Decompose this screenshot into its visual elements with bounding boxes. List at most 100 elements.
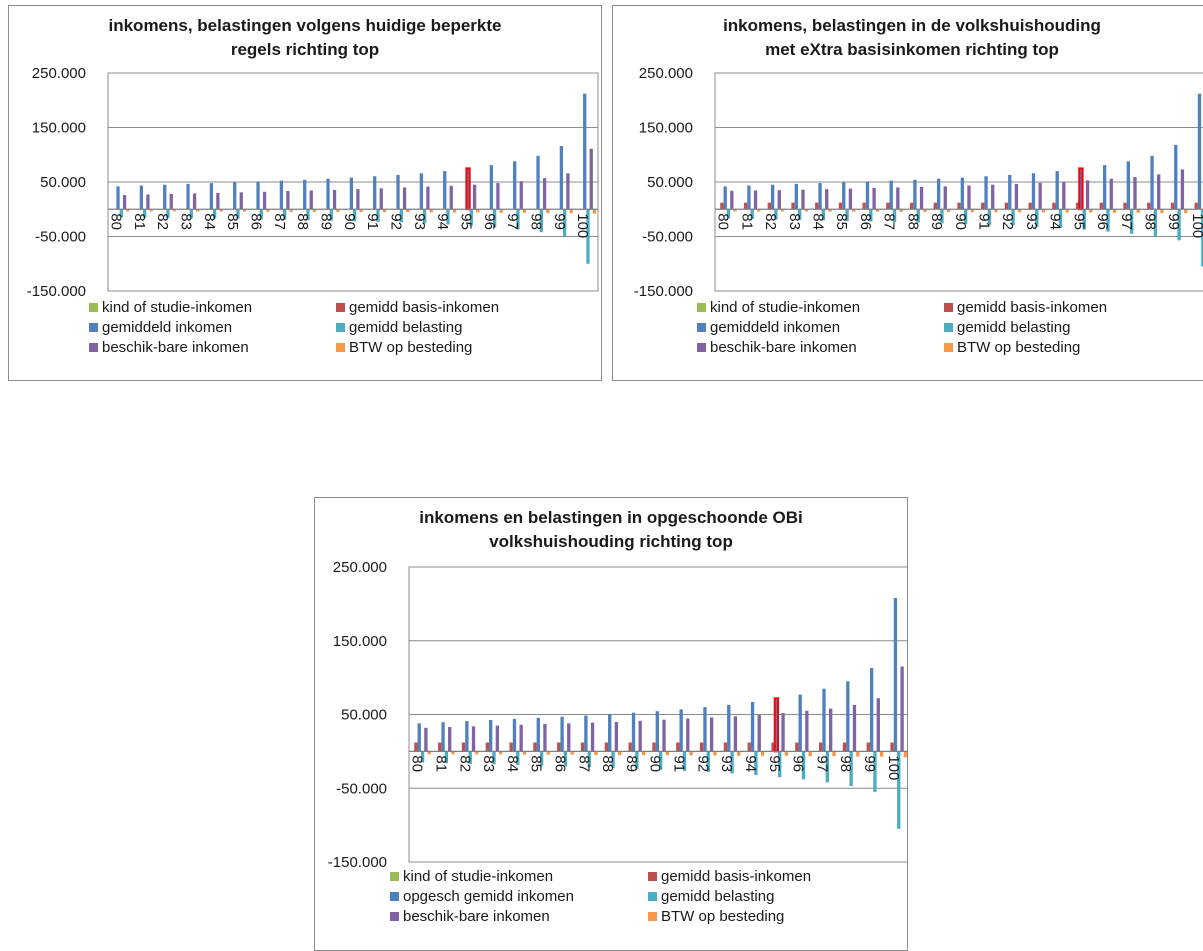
x-tick-label: 81 (131, 213, 148, 230)
bar-inkomen (465, 721, 469, 752)
bar-belasting (1201, 209, 1203, 267)
bar-belasting (730, 751, 734, 774)
bar-basis (652, 742, 656, 752)
bar-belasting (635, 751, 639, 769)
bar-inkomen (1078, 167, 1084, 211)
bar-btw (899, 209, 903, 212)
bar-belasting (825, 751, 829, 783)
bar-belasting (166, 209, 170, 218)
x-tick-label: 91 (975, 213, 992, 230)
legend-swatch-btw (336, 343, 345, 352)
bar-inkomen (794, 183, 798, 210)
bar-basis (604, 742, 609, 752)
bar-beschikbaar (309, 190, 313, 210)
legend-swatch-basis (336, 303, 345, 312)
bar-belasting (539, 751, 544, 766)
bar-basis (723, 742, 728, 752)
bar-beschikbaar (471, 726, 476, 752)
legend-item-basis: gemidd basis-inkomen (336, 299, 499, 317)
bar-belasting (821, 209, 826, 221)
bar-belasting (750, 209, 754, 220)
bar-btw (852, 209, 856, 212)
bar-belasting (873, 751, 877, 792)
bar-inkomen (889, 180, 893, 210)
bar-inkomen (608, 714, 612, 752)
bar-belasting (469, 209, 473, 226)
chart-plot-area: 250.000 150.000 50.000 -50.000 -150.000 80 81 8… (27, 65, 599, 300)
bar-btw (970, 209, 974, 212)
bar-belasting (1153, 209, 1158, 237)
bar-beschikbaar (590, 722, 595, 752)
chart-title: inkomens, belastingen in de volkshuishou… (613, 14, 1203, 62)
bar-inkomen (465, 167, 471, 211)
bar-beschikbaar (777, 190, 781, 210)
bar-basis (1052, 202, 1056, 210)
bar-inkomen (349, 177, 353, 210)
bar-inkomen (279, 180, 283, 210)
legend-label: gemidd belasting (661, 888, 775, 905)
bar-btw (946, 209, 951, 212)
bar-beschikbaar (519, 181, 523, 210)
bar-inkomen (773, 697, 780, 753)
bar-inkomen (536, 717, 540, 752)
legend-item-belasting: gemidd belasting (944, 319, 1070, 337)
x-tick-label: 96 (790, 755, 807, 772)
legend-swatch-beschikbaar (390, 912, 399, 921)
bar-basis (485, 742, 489, 752)
bar-inkomen (513, 161, 517, 210)
legend-label: gemidd belasting (957, 319, 1071, 336)
bar-inkomen (1008, 174, 1012, 210)
bar-btw (522, 209, 527, 213)
bar-inkomen (303, 179, 307, 210)
bar-belasting (1130, 209, 1134, 234)
bar-btw (592, 209, 597, 214)
x-tick-label: 90 (341, 213, 358, 230)
bar-belasting (845, 209, 849, 221)
bar-basis (1099, 202, 1103, 210)
chart-title-line-2: met eXtra basisinkomen richting top (765, 40, 1059, 59)
bar-btw (359, 209, 363, 212)
x-tick-label: 80 (715, 213, 732, 230)
x-tick-label: 89 (928, 213, 945, 230)
bar-btw (172, 209, 177, 212)
y-tick-label: 50.000 (341, 707, 387, 724)
bar-inkomen (233, 182, 237, 210)
x-tick-label: 83 (480, 755, 497, 772)
legend-swatch-belasting (648, 892, 657, 901)
x-tick-label: 99 (861, 755, 878, 772)
bar-inkomen (846, 681, 850, 752)
y-tick-label: 250.000 (32, 65, 86, 82)
bar-btw (1136, 209, 1140, 213)
bar-basis (1194, 202, 1198, 210)
bar-basis (557, 742, 561, 752)
x-tick-label: 93 (1023, 213, 1040, 230)
bar-btw (665, 751, 669, 756)
bar-basis (1147, 202, 1151, 210)
x-tick-label: 100 (885, 755, 902, 780)
y-tick-label: -50.000 (642, 229, 693, 246)
bar-beschikbaar (449, 185, 453, 210)
bar-btw (641, 751, 646, 756)
bar-beschikbaar (896, 187, 900, 210)
bar-btw (546, 751, 550, 755)
bar-inkomen (893, 597, 898, 752)
bar-basis (791, 202, 795, 210)
bar-beschikbaar (872, 187, 876, 210)
bar-belasting (778, 751, 782, 778)
bar-belasting (259, 209, 263, 220)
bar-belasting (189, 209, 193, 219)
bar-btw (336, 209, 340, 212)
legend-swatch-basis (944, 303, 953, 312)
bar-btw (266, 209, 270, 212)
legend-item-beschikbaar: beschik-bare inkomen (89, 339, 249, 357)
legend-item-kind: kind of studie-inkomen (390, 868, 553, 886)
bar-btw (546, 209, 550, 214)
bar-beschikbaar (169, 193, 173, 210)
bar-basis (1123, 202, 1127, 210)
bar-basis (981, 202, 985, 210)
bar-btw (828, 209, 832, 212)
x-tick-label: 100 (574, 213, 591, 238)
x-tick-label: 92 (999, 213, 1016, 230)
legend-item-kind: kind of studie-inkomen (89, 299, 252, 317)
bar-beschikbaar (919, 186, 924, 210)
